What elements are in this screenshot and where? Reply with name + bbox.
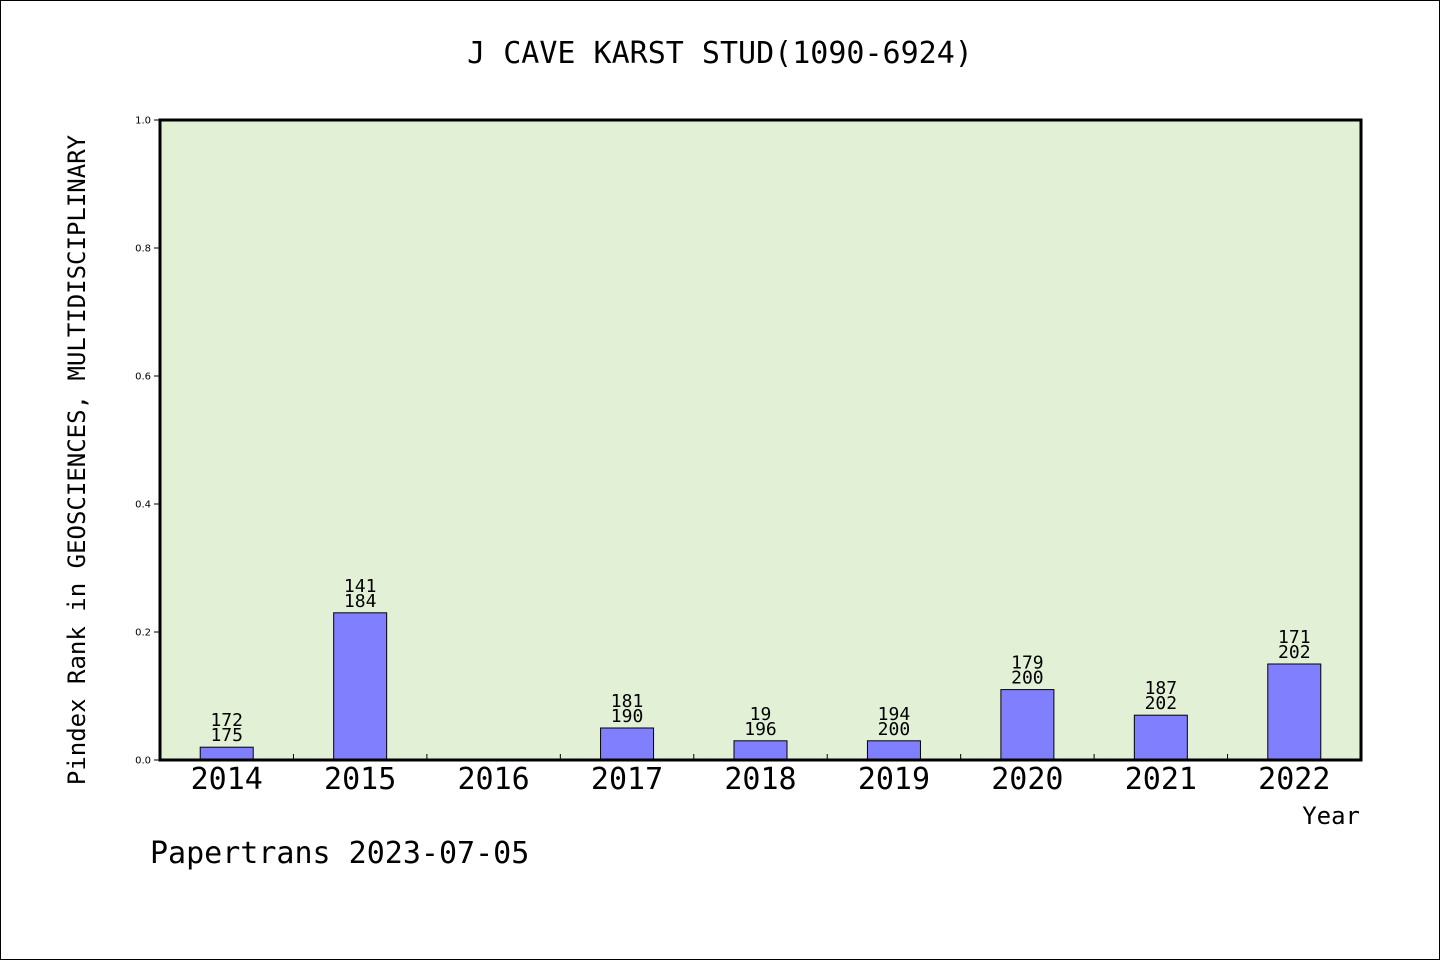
data-label-bottom: 200 (1011, 668, 1044, 689)
data-label-top: 19 (750, 704, 772, 725)
x-tick-label: 2015 (324, 762, 396, 797)
data-label-bottom: 202 (1145, 693, 1178, 714)
data-label-top: 172 (210, 710, 243, 731)
data-label-bottom: 200 (878, 719, 911, 740)
bar (333, 612, 388, 761)
data-label-bottom: 202 (1278, 642, 1311, 663)
bar (600, 727, 655, 761)
bar (866, 740, 921, 761)
data-label-bottom: 184 (344, 591, 377, 612)
data-label-top: 187 (1145, 678, 1178, 699)
data-label-bottom: 190 (611, 706, 644, 727)
data-label-bottom: 175 (210, 725, 243, 746)
x-axis: 2014 2015 2016 2017 2018 2019 2020 2021 2022 (191, 754, 1330, 797)
x-tick-label: 2020 (991, 762, 1063, 797)
bar (199, 746, 254, 761)
y-tick-label: 0.2 (135, 628, 151, 639)
footer-credit: Papertrans 2023-07-05 (150, 836, 530, 871)
bars-group (199, 612, 1322, 761)
data-label-top: 141 (344, 576, 377, 597)
y-tick-label: 0.8 (135, 244, 151, 255)
x-tick-label: 2021 (1125, 762, 1197, 797)
bar (1133, 714, 1188, 761)
x-tick-label: 2017 (591, 762, 663, 797)
y-tick-label: 0.6 (135, 372, 151, 383)
y-tick-label: 1.0 (135, 116, 151, 127)
x-tick-label: 2018 (724, 762, 796, 797)
plot-border (158, 118, 1363, 762)
y-tick-label: 0.0 (135, 756, 151, 767)
data-label-top: 179 (1011, 653, 1044, 674)
data-label-top: 171 (1278, 627, 1311, 648)
x-tick-label: 2014 (191, 762, 263, 797)
y-axis: 0.0 0.2 0.4 0.6 0.8 1.0 (135, 116, 160, 767)
x-tick-label: 2019 (858, 762, 930, 797)
data-label-top: 181 (611, 691, 644, 712)
x-axis-label: Year (1302, 802, 1360, 830)
x-tick-label: 2016 (457, 762, 529, 797)
data-label-bottom: 196 (744, 719, 777, 740)
data-label-top: 194 (878, 704, 911, 725)
x-tick-label: 2022 (1258, 762, 1330, 797)
bar (1267, 663, 1322, 761)
chart-title: J CAVE KARST STUD(1090-6924) (467, 36, 973, 71)
bar (1000, 689, 1055, 761)
y-tick-label: 0.4 (135, 500, 151, 511)
bar (733, 740, 788, 761)
